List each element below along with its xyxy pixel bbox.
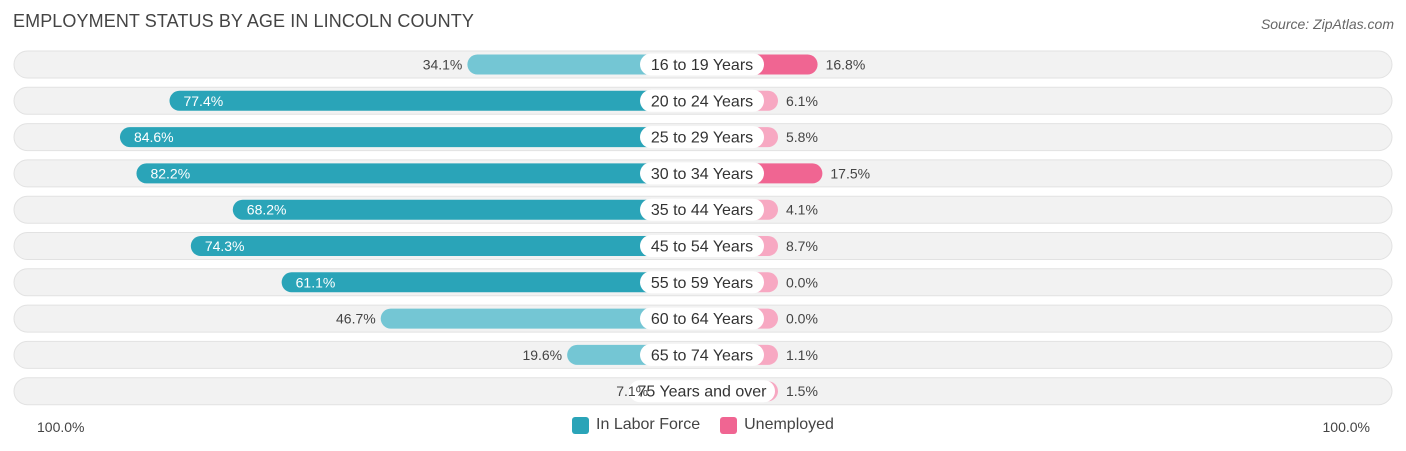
unemployed-value-label: 4.1%	[786, 202, 818, 218]
legend-label-labor: In Labor Force	[596, 416, 701, 433]
labor-value-label: 61.1%	[296, 274, 336, 290]
category-label: 20 to 24 Years	[651, 93, 753, 110]
legend-item-labor[interactable]: In Labor Force	[572, 416, 700, 434]
labor-bar	[119, 127, 702, 148]
unemployed-value-label: 8.7%	[786, 238, 818, 254]
category-pill	[640, 198, 764, 221]
axis-right-label: 100.0%	[1322, 419, 1370, 435]
category-label: 55 to 59 Years	[651, 275, 753, 292]
labor-value-label: 74.3%	[205, 238, 245, 254]
legend-item-unemployed[interactable]: Unemployed	[720, 416, 834, 434]
unemployed-value-label: 0.0%	[786, 274, 818, 290]
category-label: 65 to 74 Years	[651, 347, 753, 364]
unemployed-value-label: 17.5%	[830, 165, 870, 181]
labor-bar	[169, 90, 702, 111]
category-label: 25 to 29 Years	[651, 130, 753, 147]
category-label: 16 to 19 Years	[651, 57, 753, 74]
category-label: 60 to 64 Years	[651, 311, 753, 328]
legend: In Labor Force Unemployed	[0, 416, 1406, 434]
category-label: 30 to 34 Years	[651, 166, 753, 183]
category-pill	[640, 89, 764, 112]
labor-bar	[380, 308, 702, 329]
category-pill	[640, 271, 764, 294]
category-pill	[640, 126, 764, 149]
labor-value-label: 7.1%	[616, 383, 648, 399]
source-label: Source: ZipAtlas.com	[1260, 16, 1394, 32]
labor-bar	[281, 272, 702, 293]
category-pill	[640, 307, 764, 330]
unemployed-value-label: 1.5%	[786, 383, 818, 399]
category-pill	[640, 162, 764, 185]
labor-value-label: 19.6%	[522, 347, 562, 363]
unemployed-value-label: 0.0%	[786, 311, 818, 327]
labor-bar	[232, 199, 702, 220]
category-pill	[640, 343, 764, 366]
labor-value-label: 77.4%	[183, 93, 223, 109]
legend-swatch-unemployed	[720, 416, 738, 434]
unemployed-value-label: 6.1%	[786, 93, 818, 109]
unemployed-value-label: 1.1%	[786, 347, 818, 363]
labor-value-label: 84.6%	[134, 129, 174, 145]
labor-value-label: 82.2%	[150, 165, 190, 181]
unemployed-value-label: 5.8%	[786, 129, 818, 145]
unemployed-value-label: 16.8%	[826, 57, 866, 73]
labor-bar	[136, 163, 703, 184]
chart-title: EMPLOYMENT STATUS BY AGE IN LINCOLN COUN…	[13, 11, 474, 31]
category-label: 45 to 54 Years	[651, 239, 753, 256]
chart-canvas: 16 to 19 Years 34.1% 16.8% 20 to 24 Years 77…	[13, 50, 1393, 406]
labor-value-label: 46.7%	[336, 311, 376, 327]
labor-bar	[190, 236, 703, 256]
labor-value-label: 68.2%	[247, 202, 287, 218]
labor-value-label: 34.1%	[423, 57, 463, 73]
category-label: 35 to 44 Years	[651, 202, 753, 219]
category-pill	[640, 53, 764, 76]
category-pill	[629, 380, 775, 403]
axis-left-label: 100.0%	[37, 419, 85, 435]
category-pill	[640, 235, 764, 257]
legend-label-unemployed: Unemployed	[744, 416, 834, 433]
legend-swatch-labor	[572, 416, 590, 434]
category-label: 75 Years and over	[638, 384, 768, 401]
